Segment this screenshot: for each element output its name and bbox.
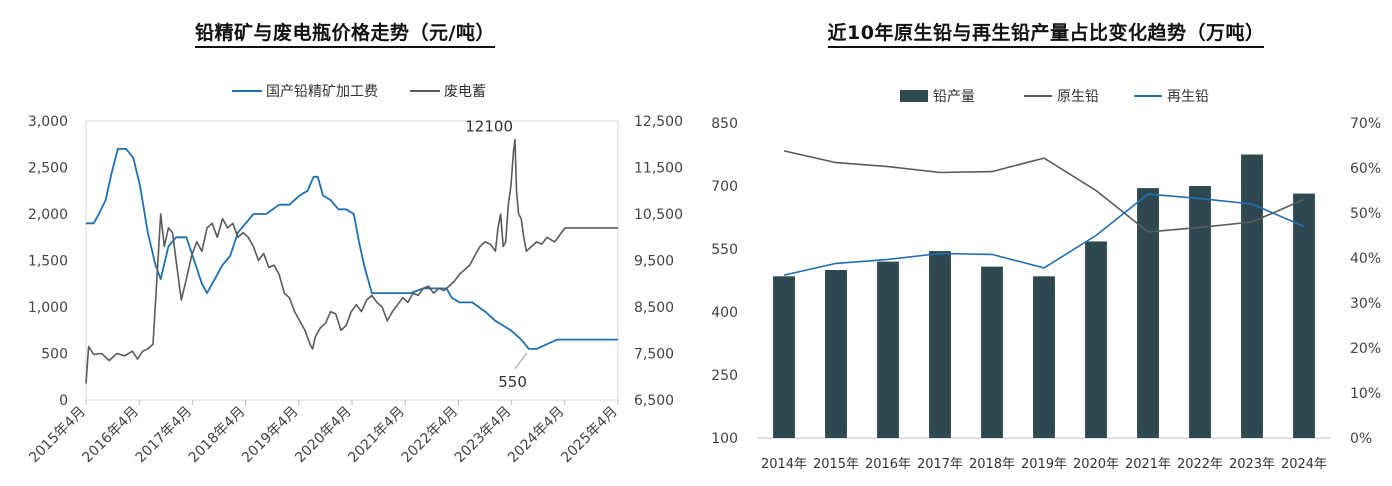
annotation-leader (514, 352, 528, 370)
right-y-tick-label: 0% (1350, 431, 1372, 447)
x-tick-label: 2022年 (1177, 457, 1223, 472)
bar-lead-output (981, 266, 1003, 438)
x-tick-label: 2023年4月 (452, 404, 515, 467)
bar-lead-output (773, 276, 795, 438)
left-chart-title: 铅精矿与废电瓶价格走势（元/吨） (0, 18, 690, 48)
right-y-tick-label: 50% (1350, 206, 1381, 222)
x-tick-label: 2018年 (969, 457, 1015, 472)
legend-label: 再生铅 (1167, 89, 1209, 105)
right-y-tick-label: 8,500 (634, 300, 674, 316)
annotation-peak: 12100 (465, 118, 513, 136)
x-tick-label: 2025年4月 (558, 404, 621, 467)
legend-label: 原生铅 (1057, 89, 1099, 105)
x-tick-label: 2019年 (1021, 457, 1067, 472)
annotation-low: 550 (498, 373, 527, 391)
bar-lead-output (1293, 193, 1315, 438)
x-tick-label: 2016年 (865, 457, 911, 472)
series-line-secondary-lead (783, 193, 1305, 276)
left-y-tick-label: 0 (59, 393, 68, 409)
right-y-tick-label: 10% (1350, 386, 1381, 402)
left-chart-panel: 铅精矿与废电瓶价格走势（元/吨） 0 500 1,000 1,500 2,000 2,50… (0, 0, 690, 486)
left-y-tick-label: 2,000 (28, 207, 68, 223)
x-tick-label: 2024年4月 (505, 404, 568, 467)
x-tick-label: 2019年4月 (239, 404, 302, 467)
x-tick-label: 2015年 (813, 457, 859, 472)
x-tick-label: 2016年4月 (79, 404, 142, 467)
left-y-tick-label: 2,500 (28, 161, 68, 177)
x-tick-label: 2014年 (761, 457, 807, 472)
left-y-tick-label: 550 (711, 242, 738, 258)
bar-lead-output (1189, 186, 1211, 438)
x-tick-label: 2022年4月 (399, 404, 462, 467)
bar-lead-output (1137, 188, 1159, 438)
bar-lead-output (825, 270, 847, 438)
series-line-primary-lead (783, 150, 1305, 233)
left-y-tick-label: 3,000 (28, 114, 68, 130)
right-chart-panel: 近10年原生铅与再生铅产量占比变化趋势（万吨） 100 250 400 550 700 8… (700, 0, 1392, 486)
right-y-tick-label: 7,500 (634, 347, 674, 363)
left-y-tick-label: 100 (711, 431, 738, 447)
right-y-tick-label: 40% (1350, 251, 1381, 267)
x-tick-label: 2018年4月 (186, 404, 249, 467)
right-y-tick-label: 60% (1350, 161, 1381, 177)
left-y-tick-label: 1,500 (28, 254, 68, 270)
right-y-tick-label: 9,500 (634, 254, 674, 270)
bar-lead-output (877, 261, 899, 438)
x-tick-label: 2017年 (917, 457, 963, 472)
left-y-tick-label: 250 (711, 368, 738, 384)
left-y-tick-label: 850 (711, 116, 738, 132)
left-y-tick-label: 1,000 (28, 300, 68, 316)
bar-lead-output (929, 251, 951, 438)
legend-label: 废电蓄 (444, 84, 486, 100)
bar-lead-output (1241, 154, 1263, 438)
x-tick-label: 2024年 (1281, 457, 1327, 472)
left-y-tick-label: 700 (711, 179, 738, 195)
series-line-scrap-battery (85, 138, 618, 384)
right-y-tick-label: 30% (1350, 296, 1381, 312)
right-y-tick-label: 6,500 (634, 393, 674, 409)
left-line-chart: 0 500 1,000 1,500 2,000 2,500 3,000 6,500 7,500 8… (26, 84, 683, 467)
x-tick-label: 2020年 (1073, 457, 1119, 472)
x-tick-label: 2015年4月 (26, 404, 89, 467)
x-tick-label: 2020年4月 (292, 404, 355, 467)
x-tick-label: 2017年4月 (133, 404, 196, 467)
right-chart-title: 近10年原生铅与再生铅产量占比变化趋势（万吨） (700, 18, 1392, 48)
series-line-processing-fee (86, 148, 618, 350)
right-y-tick-label: 11,500 (634, 161, 683, 177)
legend-label: 铅产量 (933, 89, 975, 105)
left-y-tick-label: 400 (711, 305, 738, 321)
right-y-tick-label: 12,500 (634, 114, 683, 130)
x-tick-label: 2021年4月 (345, 404, 408, 467)
bar-lead-output (1033, 276, 1055, 438)
x-tick-label: 2023年 (1229, 457, 1275, 472)
right-y-tick-label: 70% (1350, 116, 1381, 132)
right-y-tick-label: 10,500 (634, 207, 683, 223)
legend-swatch (900, 90, 928, 102)
right-y-tick-label: 20% (1350, 341, 1381, 357)
bar-lead-output (1085, 241, 1107, 438)
x-tick-label: 2021年 (1125, 457, 1171, 472)
left-y-tick-label: 500 (41, 347, 68, 363)
legend-label: 国产铅精矿加工费 (266, 84, 378, 100)
right-bar-line-chart: 100 250 400 550 700 850 0% 10% 20% 30% 40% 50% 60% 70… (711, 89, 1381, 472)
